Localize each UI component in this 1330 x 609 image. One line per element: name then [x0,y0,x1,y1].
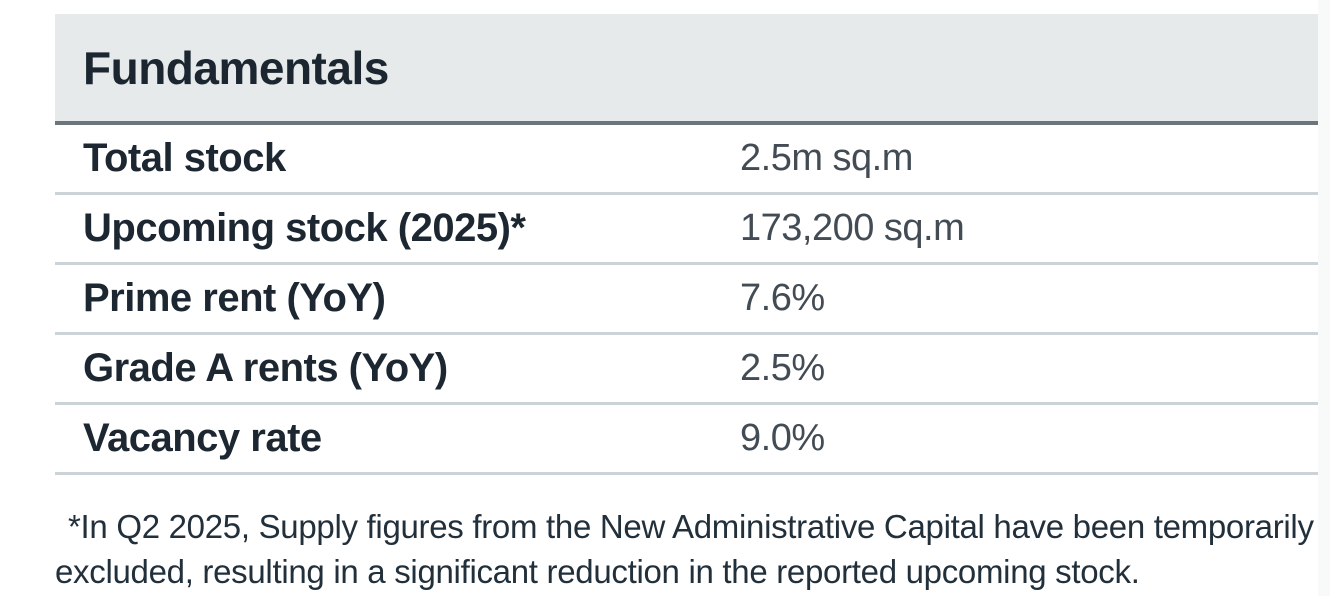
row-value-upcoming-stock: 173,200 sq.m [740,207,965,249]
row-value-grade-a-rents: 2.5% [740,347,825,389]
row-label-grade-a-rents: Grade A rents (YoY) [83,346,448,390]
table-row: Vacancy rate 9.0% [55,405,1318,475]
footnote: *In Q2 2025, Supply figures from the New… [55,504,1318,594]
row-value-vacancy-rate: 9.0% [740,417,825,459]
right-margin-strip [1318,0,1330,596]
row-value-prime-rent: 7.6% [740,277,825,319]
table-row: Prime rent (YoY) 7.6% [55,265,1318,335]
row-label-prime-rent: Prime rent (YoY) [83,276,386,320]
table-title: Fundamentals [83,41,389,94]
row-label-vacancy-rate: Vacancy rate [83,416,322,460]
footnote-line-2: excluded, resulting in a significant red… [55,553,1140,590]
row-label-total-stock: Total stock [83,136,286,180]
table-row: Upcoming stock (2025)* 173,200 sq.m [55,195,1318,265]
table-row: Grade A rents (YoY) 2.5% [55,335,1318,405]
table-row: Total stock 2.5m sq.m [55,125,1318,195]
fundamentals-table: Fundamentals Total stock 2.5m sq.m Upcom… [55,14,1318,475]
row-label-upcoming-stock: Upcoming stock (2025)* [83,206,526,250]
row-value-total-stock: 2.5m sq.m [740,137,913,179]
table-header: Fundamentals [55,14,1318,125]
footnote-line-1: *In Q2 2025, Supply figures from the New… [68,508,1314,545]
